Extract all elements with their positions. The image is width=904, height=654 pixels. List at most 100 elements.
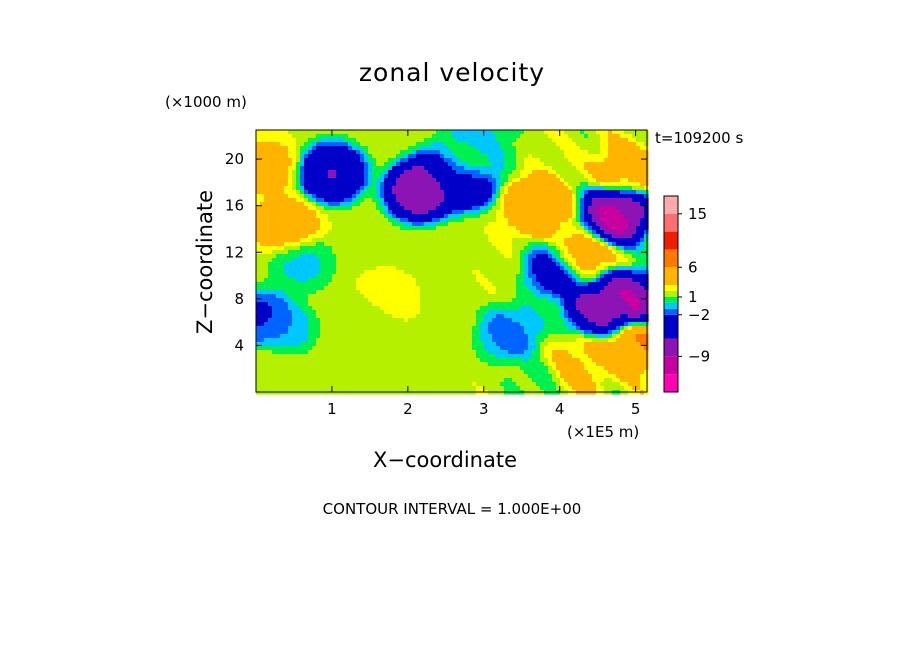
- field-cell: [332, 290, 337, 295]
- field-cell: [468, 146, 473, 151]
- field-cell: [504, 306, 509, 311]
- field-cell: [320, 190, 325, 195]
- field-cell: [468, 218, 473, 223]
- field-cell: [504, 242, 509, 247]
- field-cell: [348, 222, 353, 227]
- field-cell: [504, 134, 509, 139]
- field-cell: [552, 190, 557, 195]
- field-cell: [280, 166, 285, 171]
- field-cell: [520, 290, 525, 295]
- field-cell: [476, 178, 481, 183]
- field-cell: [592, 226, 597, 231]
- field-cell: [316, 246, 321, 251]
- field-cell: [476, 262, 481, 267]
- field-cell: [368, 258, 373, 263]
- field-cell: [504, 254, 509, 259]
- field-cell: [396, 258, 401, 263]
- field-cell: [480, 138, 485, 143]
- field-cell: [608, 198, 613, 203]
- field-cell: [356, 314, 361, 319]
- field-cell: [424, 234, 429, 239]
- field-cell: [552, 318, 557, 323]
- field-cell: [604, 238, 609, 243]
- field-cell: [316, 206, 321, 211]
- field-cell: [620, 138, 625, 143]
- field-cell: [280, 130, 285, 135]
- field-cell: [380, 266, 385, 271]
- field-cell: [524, 318, 529, 323]
- field-cell: [496, 318, 501, 323]
- field-cell: [540, 142, 545, 147]
- field-cell: [460, 150, 465, 155]
- field-cell: [620, 238, 625, 243]
- field-cell: [512, 258, 517, 263]
- field-cell: [592, 270, 597, 275]
- field-cell: [532, 186, 537, 191]
- field-cell: [572, 182, 577, 187]
- field-cell: [616, 262, 621, 267]
- field-cell: [476, 238, 481, 243]
- field-cell: [532, 158, 537, 163]
- field-cell: [284, 326, 289, 331]
- field-cell: [328, 222, 333, 227]
- field-cell: [516, 142, 521, 147]
- field-cell: [476, 306, 481, 311]
- field-cell: [548, 266, 553, 271]
- field-cell: [464, 202, 469, 207]
- field-cell: [428, 214, 433, 219]
- field-cell: [436, 226, 441, 231]
- field-cell: [628, 306, 633, 311]
- field-cell: [320, 198, 325, 203]
- field-cell: [488, 130, 493, 135]
- field-cell: [568, 226, 573, 231]
- field-cell: [336, 218, 341, 223]
- field-cell: [604, 250, 609, 255]
- field-cell: [392, 154, 397, 159]
- field-cell: [480, 190, 485, 195]
- field-cell: [604, 190, 609, 195]
- field-cell: [556, 218, 561, 223]
- field-cell: [496, 134, 501, 139]
- field-cell: [528, 278, 533, 283]
- field-cell: [380, 326, 385, 331]
- field-cell: [636, 182, 641, 187]
- field-cell: [456, 166, 461, 171]
- field-cell: [316, 130, 321, 135]
- field-cell: [528, 226, 533, 231]
- field-cell: [552, 270, 557, 275]
- field-cell: [544, 146, 549, 151]
- field-cell: [520, 314, 525, 319]
- field-cell: [408, 274, 413, 279]
- field-cell: [480, 222, 485, 227]
- field-cell: [484, 146, 489, 151]
- field-cell: [260, 258, 265, 263]
- field-cell: [544, 262, 549, 267]
- field-cell: [292, 286, 297, 291]
- field-cell: [472, 166, 477, 171]
- field-cell: [372, 314, 377, 319]
- field-cell: [564, 294, 569, 299]
- field-cell: [356, 146, 361, 151]
- field-cell: [504, 166, 509, 171]
- field-cell: [436, 162, 441, 167]
- field-cell: [296, 130, 301, 135]
- field-cell: [396, 318, 401, 323]
- field-cell: [464, 242, 469, 247]
- field-cell: [600, 230, 605, 235]
- field-cell: [512, 162, 517, 167]
- field-cell: [260, 290, 265, 295]
- field-cell: [424, 286, 429, 291]
- field-cell: [316, 262, 321, 267]
- field-cell: [584, 226, 589, 231]
- field-cell: [560, 198, 565, 203]
- field-cell: [580, 210, 585, 215]
- field-cell: [616, 302, 621, 307]
- field-cell: [520, 154, 525, 159]
- field-cell: [260, 246, 265, 251]
- field-cell: [420, 286, 425, 291]
- field-cell: [468, 262, 473, 267]
- field-cell: [396, 134, 401, 139]
- field-cell: [576, 142, 581, 147]
- field-cell: [456, 142, 461, 147]
- field-cell: [324, 166, 329, 171]
